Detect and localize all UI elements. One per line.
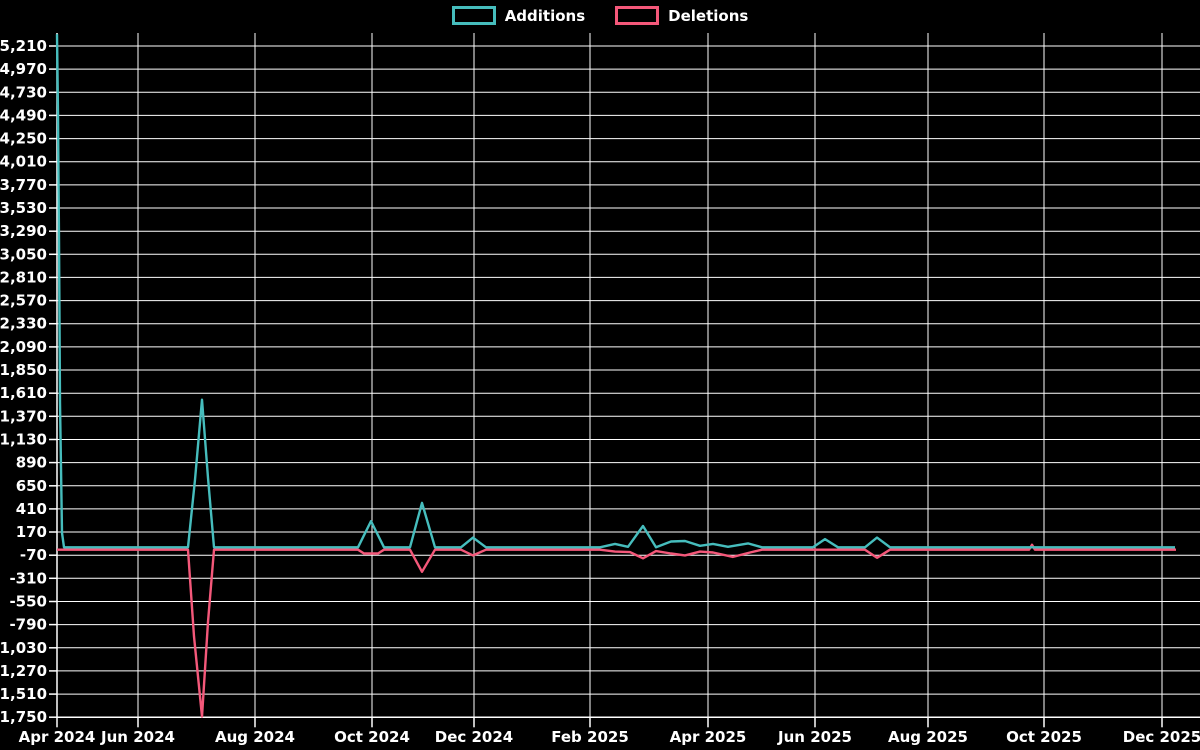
- legend-item-deletions[interactable]: Deletions: [615, 6, 748, 25]
- y-tick-label: -1,270: [0, 662, 47, 680]
- y-tick-label: 3,530: [0, 199, 47, 217]
- y-tick-label: -310: [9, 569, 47, 587]
- x-tick-label: Oct 2024: [334, 728, 410, 746]
- legend-label-deletions: Deletions: [668, 6, 749, 25]
- x-tick-label: Aug 2025: [888, 728, 968, 746]
- y-tick-label: -790: [9, 616, 47, 634]
- y-tick-label: 410: [16, 500, 47, 518]
- y-tick-label: 2,810: [0, 268, 47, 286]
- y-tick-label: 5,210: [0, 37, 47, 55]
- y-tick-label: 170: [16, 523, 47, 541]
- y-tick-label: 1,370: [0, 407, 47, 425]
- y-tick-label: 2,570: [0, 292, 47, 310]
- deletions-line: [57, 543, 1176, 718]
- x-tick-label: Aug 2024: [215, 728, 295, 746]
- y-tick-label: -70: [20, 546, 47, 564]
- y-tick-label: 1,850: [0, 361, 47, 379]
- y-tick-label: 2,090: [0, 338, 47, 356]
- y-tick-label: 4,250: [0, 130, 47, 148]
- y-tick-label: 3,050: [0, 245, 47, 263]
- additions-line: [55, 34, 1175, 549]
- y-tick-label: 650: [16, 477, 47, 495]
- y-tick-label: 4,730: [0, 83, 47, 101]
- x-tick-label: Dec 2024: [435, 728, 514, 746]
- x-tick-label: Apr 2024: [19, 728, 96, 746]
- x-tick-label: Feb 2025: [551, 728, 629, 746]
- legend: Additions Deletions: [0, 6, 1200, 25]
- y-tick-label: 4,970: [0, 60, 47, 78]
- y-tick-label: 3,290: [0, 222, 47, 240]
- y-tick-label: 3,770: [0, 176, 47, 194]
- additions-swatch-icon: [451, 6, 496, 25]
- x-tick-label: Apr 2025: [670, 728, 747, 746]
- y-tick-label: -1,510: [0, 685, 47, 703]
- y-tick-label: 4,490: [0, 106, 47, 124]
- y-tick-label: 4,010: [0, 153, 47, 171]
- y-tick-label: 890: [16, 454, 47, 472]
- legend-label-additions: Additions: [504, 6, 586, 25]
- y-tick-label: 2,330: [0, 315, 47, 333]
- x-tick-label: Oct 2025: [1006, 728, 1082, 746]
- x-tick-label: Jun 2025: [777, 728, 852, 746]
- y-tick-label: 1,130: [0, 431, 47, 449]
- x-tick-label: Dec 2025: [1123, 728, 1200, 746]
- y-tick-label: -550: [9, 593, 47, 611]
- y-tick-label: -1,030: [0, 639, 47, 657]
- y-tick-label: 1,610: [0, 384, 47, 402]
- deletions-swatch-icon: [615, 6, 660, 25]
- x-grid: Apr 2024 Jun 2024 Aug 2024 Oct 2024 Dec 2024…: [19, 33, 1200, 746]
- x-tick-label: Jun 2024: [100, 728, 175, 746]
- y-grid: 5,210 4,970 4,730 4,490 4,250 4,010 3,770 3,530…: [0, 37, 1200, 726]
- legend-item-additions[interactable]: Additions: [451, 6, 586, 25]
- y-tick-label: -1,750: [0, 708, 47, 726]
